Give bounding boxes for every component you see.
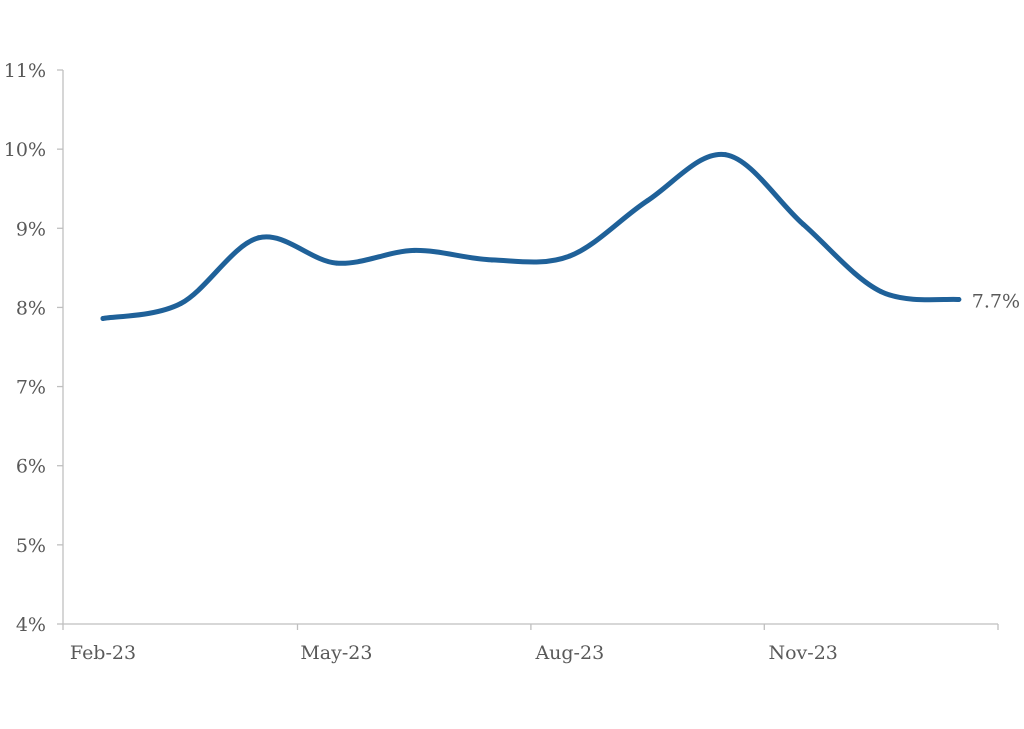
x-tick-label: Feb-23 <box>70 642 136 664</box>
x-tick-label: Aug-23 <box>534 642 604 664</box>
y-tick-label: 4% <box>16 614 46 636</box>
y-tick-label: 11% <box>4 60 46 82</box>
y-tick-label: 7% <box>16 377 46 399</box>
x-tick-label: May-23 <box>300 642 372 664</box>
data-point <box>100 316 106 322</box>
y-tick-label: 9% <box>16 218 46 240</box>
data-point <box>256 235 262 241</box>
series-group <box>100 152 962 322</box>
y-tick-label: 10% <box>4 139 46 161</box>
y-tick-label: 5% <box>16 535 46 557</box>
y-axis: 4% 5% 6% 7% 8% 9% 10% 11% <box>4 60 64 636</box>
data-point <box>333 260 339 266</box>
data-point <box>178 300 184 306</box>
series-line <box>100 152 962 321</box>
y-tick-label: 6% <box>16 456 46 478</box>
data-point <box>567 253 573 259</box>
data-point <box>722 152 728 158</box>
data-point <box>956 297 962 303</box>
data-point <box>645 198 651 204</box>
x-axis: Feb-23 May-23 Aug-23 Nov-23 <box>62 623 999 664</box>
data-point <box>411 247 417 253</box>
data-point <box>878 289 884 295</box>
x-tick-label: Nov-23 <box>768 642 837 664</box>
data-point <box>489 257 495 263</box>
y-tick-label: 8% <box>16 297 46 319</box>
end-value-label: 7.7% <box>972 291 1020 313</box>
data-point <box>800 221 806 227</box>
